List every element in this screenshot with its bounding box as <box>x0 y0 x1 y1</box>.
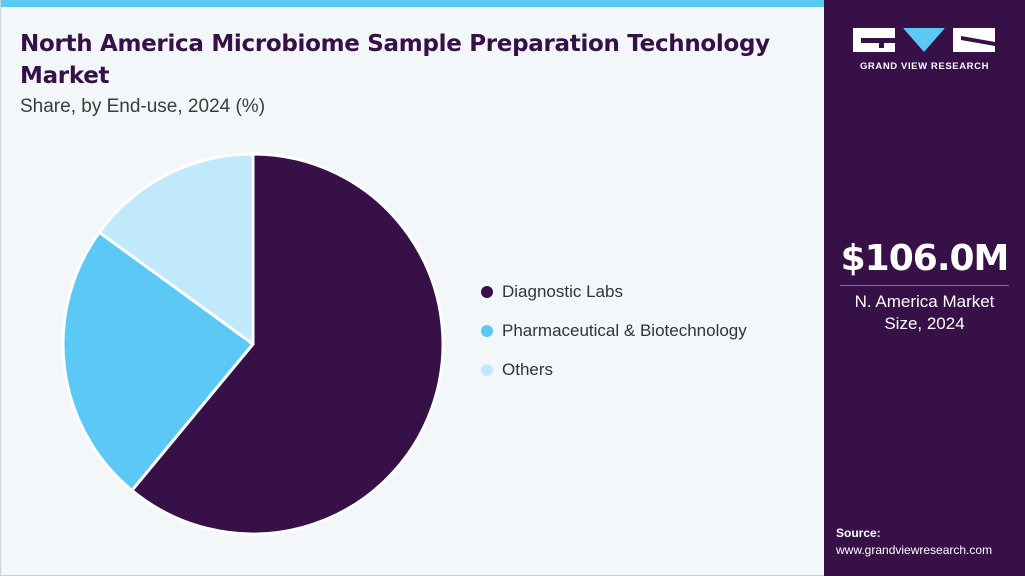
pie-slice-diagnostic-labs <box>130 152 445 536</box>
pie-chart <box>61 152 445 536</box>
market-size-value: $106.0M <box>840 238 1010 279</box>
logo-text: GRAND VIEW RESEARCH <box>859 61 990 72</box>
market-size-label-line2: Size, 2024 <box>884 314 965 333</box>
chart-panel: North America Microbiome Sample Preparat… <box>0 0 825 576</box>
legend-item: Pharmaceutical & Biotechnology <box>481 311 747 350</box>
pie-slice-pharmaceutical-biotechnology <box>61 230 255 492</box>
source-link[interactable]: www.grandviewresearch.com <box>836 543 993 557</box>
chart-title: North America Microbiome Sample Preparat… <box>20 31 770 89</box>
market-size-label: N. America Market Size, 2024 <box>824 291 1025 335</box>
market-size-label-line1: N. America Market <box>854 292 995 311</box>
legend-label: Pharmaceutical & Biotechnology <box>502 320 747 340</box>
legend-item: Diagnostic Labs <box>481 272 747 311</box>
sidebar <box>824 0 1025 576</box>
legend-label: Others <box>502 359 554 379</box>
legend-swatch <box>481 285 493 298</box>
grand-view-research-logo-icon <box>853 28 995 52</box>
chart-subtitle: Share, by End-use, 2024 (%) <box>20 96 266 117</box>
accent-bar <box>1 0 825 7</box>
legend-swatch <box>481 324 493 337</box>
legend-swatch <box>481 363 493 376</box>
chart-legend: Diagnostic Labs Pharmaceutical & Biotechn… <box>481 272 747 389</box>
source-label: Source: <box>836 526 881 540</box>
pie-slice-others <box>97 152 255 346</box>
legend-item: Others <box>481 350 747 389</box>
legend-label: Diagnostic Labs <box>502 281 623 301</box>
divider <box>840 285 1009 286</box>
